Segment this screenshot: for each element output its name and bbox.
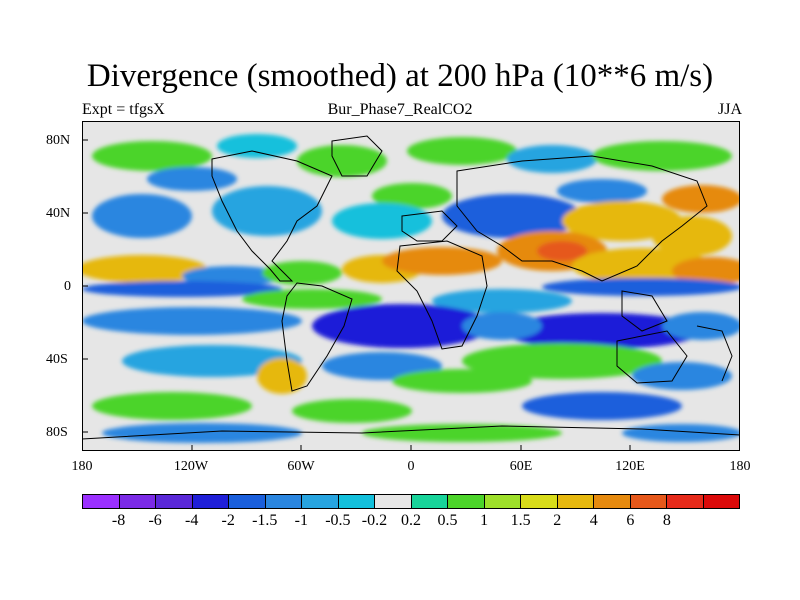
colorbar-label: 2	[553, 512, 562, 529]
colorbar-swatch-7	[338, 495, 375, 508]
divergence-field	[82, 134, 740, 443]
lat-label-80s: 80S	[46, 425, 68, 440]
lon-label-120e: 120E	[615, 459, 645, 474]
colorbar-swatch-3	[192, 495, 229, 508]
lon-label-0: 0	[407, 459, 415, 474]
lat-label-80n: 80N	[46, 133, 71, 148]
colorbar-swatch-2	[156, 495, 193, 508]
lat-label-40n: 40N	[46, 206, 71, 221]
colorbar-swatch-17	[703, 495, 739, 508]
lat-label-40s: 40S	[46, 352, 68, 367]
colorbar-label: -2	[221, 512, 235, 529]
colorbar-swatch-15	[630, 495, 667, 508]
colorbar-swatch-6	[302, 495, 339, 508]
lon-label-60e: 60E	[509, 459, 533, 474]
colorbar-label: -1.5	[252, 512, 278, 529]
divergence-map	[82, 121, 740, 451]
plot-title: Divergence (smoothed) at 200 hPa (10**6 …	[86, 58, 714, 94]
colorbar-swatch-13	[557, 495, 594, 508]
colorbar-label: 1.5	[510, 512, 531, 529]
run-name-label: Bur_Phase7_RealCO2	[327, 101, 473, 118]
colorbar-label: -4	[184, 512, 199, 529]
colorbar-label: 1	[480, 512, 489, 529]
colorbar-swatch-9	[411, 495, 448, 508]
colorbar-swatch-0	[83, 495, 120, 508]
colorbar-label: 8	[662, 512, 671, 529]
colorbar-swatch-16	[667, 495, 704, 508]
colorbar	[82, 494, 740, 509]
colorbar-label: -0.5	[325, 512, 351, 529]
colorbar-swatch-11	[484, 495, 521, 508]
colorbar-label: 6	[626, 512, 635, 529]
colorbar-swatch-10	[448, 495, 485, 508]
season-label: JJA	[717, 101, 742, 118]
colorbar-swatch-4	[229, 495, 266, 508]
colorbar-swatch-12	[521, 495, 558, 508]
colorbar-swatch-1	[119, 495, 156, 508]
colorbar-label: -0.2	[361, 512, 388, 529]
coastlines	[82, 135, 740, 440]
colorbar-label: 4	[589, 512, 598, 529]
colorbar-label: -8	[111, 512, 126, 529]
colorbar-label: 0.2	[401, 512, 421, 529]
lon-label-120w: 120W	[173, 459, 209, 474]
colorbar-swatch-5	[265, 495, 302, 508]
axis-ticks	[82, 139, 631, 451]
lon-label-180w: 180	[71, 459, 93, 474]
colorbar-swatch-14	[594, 495, 631, 508]
lon-label-180e: 180	[729, 459, 751, 474]
lat-label-0: 0	[64, 279, 71, 294]
colorbar-label: -1	[294, 512, 308, 529]
experiment-label: Expt = tfgsX	[82, 101, 165, 118]
colorbar-label: 0.5	[437, 512, 458, 529]
lon-label-60w: 60W	[287, 459, 315, 474]
colorbar-swatch-8	[375, 495, 412, 508]
colorbar-label: -6	[148, 512, 162, 529]
